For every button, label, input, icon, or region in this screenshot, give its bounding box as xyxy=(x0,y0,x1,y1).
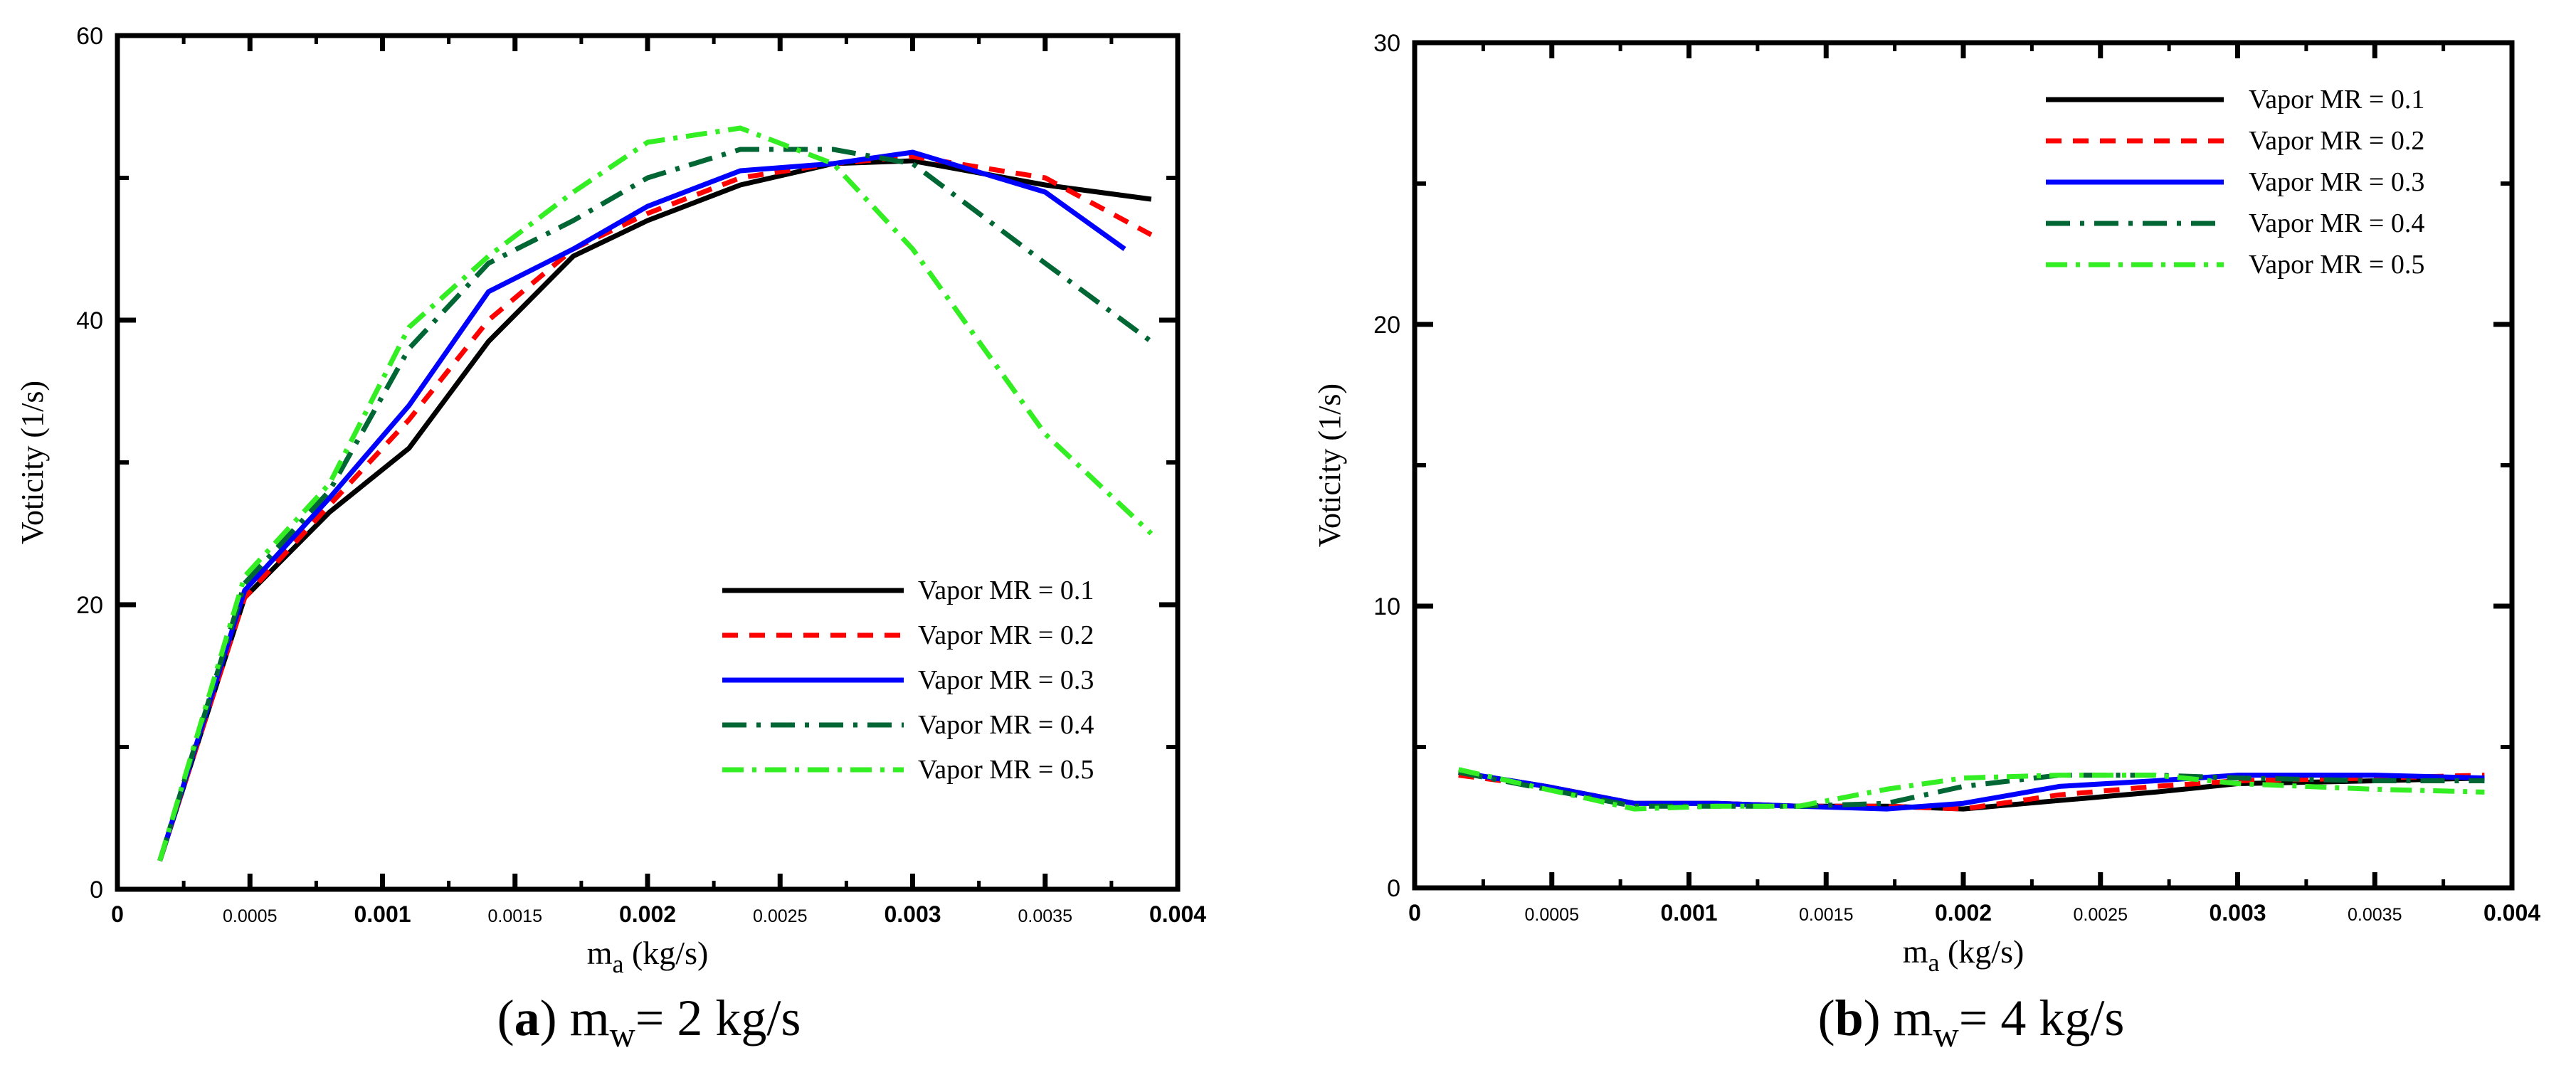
legend: Vapor MR = 0.1 Vapor MR = 0.2 Vapor MR = 0… xyxy=(722,576,1094,785)
series-line-5 xyxy=(1457,767,2485,812)
y-axis-label: Voticity (1/s) xyxy=(15,381,50,544)
x-tick-label: 0.001 xyxy=(354,901,411,927)
x-tick-label: 0 xyxy=(1408,900,1421,926)
chart-panel-b: 0 0.0005 0.001 0.0015 0.002 0.0025 0.003 0.0035… xyxy=(1312,30,2540,977)
y-tick-label: 0 xyxy=(90,876,103,904)
y-axis-label: Voticity (1/s) xyxy=(1312,383,1347,547)
legend-label-3: Vapor MR = 0.3 xyxy=(918,665,1094,695)
legend-label-1: Vapor MR = 0.1 xyxy=(918,576,1094,605)
x-axis-label: ma (kg/s) xyxy=(587,935,709,978)
x-tick-label: 0.001 xyxy=(1660,900,1717,926)
x-tick-label: 0.002 xyxy=(619,901,676,927)
legend-label-5: Vapor MR = 0.5 xyxy=(2249,250,2424,280)
legend-label-2: Vapor MR = 0.2 xyxy=(2249,126,2424,156)
legend-label-4: Vapor MR = 0.4 xyxy=(918,710,1094,740)
x-tick-label: 0.0015 xyxy=(488,906,542,926)
y-tick-label: 20 xyxy=(1373,312,1400,339)
y-tick-label: 60 xyxy=(76,23,103,50)
x-tick-label: 0.0025 xyxy=(753,906,807,926)
x-tick-label: 0.003 xyxy=(2209,900,2266,926)
x-tick-label: 0 xyxy=(111,901,124,927)
series-line-3 xyxy=(1458,770,2485,812)
x-axis-label: ma (kg/s) xyxy=(1903,933,2025,977)
series-line-2 xyxy=(157,154,1153,862)
legend-label-3: Vapor MR = 0.3 xyxy=(2249,167,2424,197)
series-line-4 xyxy=(1458,770,2485,809)
y-tick-label: 40 xyxy=(76,307,103,334)
x-tick-label: 0.0025 xyxy=(2074,905,2128,925)
y-tick-label: 10 xyxy=(1373,593,1400,620)
series-line-3 xyxy=(157,149,1126,862)
legend-label-1: Vapor MR = 0.1 xyxy=(2249,85,2424,115)
x-tick-label: 0.003 xyxy=(884,901,941,927)
legend-label-4: Vapor MR = 0.4 xyxy=(2249,208,2424,238)
x-tick-label: 0.0015 xyxy=(1799,905,1853,925)
x-tick-label: 0.0005 xyxy=(1525,905,1579,925)
series-line-1 xyxy=(157,158,1152,862)
series-line-4 xyxy=(157,147,1153,862)
x-tick-label: 0.002 xyxy=(1935,900,1992,926)
y-tick-label: 30 xyxy=(1373,30,1400,57)
captions: (a) mw= 2 kg/s (b) mw= 4 kg/s xyxy=(497,990,2125,1054)
chart-panel-a: 0 0.0005 0.001 0.0015 0.002 0.0025 0.003 0.0035… xyxy=(15,23,1206,978)
legend-label-5: Vapor MR = 0.5 xyxy=(918,755,1094,785)
x-tick-label: 0.004 xyxy=(2483,900,2540,926)
caption-a: (a) mw= 2 kg/s xyxy=(497,990,801,1054)
x-tick-label: 0.004 xyxy=(1149,901,1206,927)
y-tick-label: 20 xyxy=(76,592,103,619)
series-line-5 xyxy=(157,125,1154,862)
legend: Vapor MR = 0.1 Vapor MR = 0.2 Vapor MR = 0… xyxy=(2046,85,2424,280)
x-tick-label: 0.0035 xyxy=(1018,906,1072,926)
caption-b: (b) mw= 4 kg/s xyxy=(1818,990,2125,1054)
y-tick-label: 0 xyxy=(1387,875,1400,902)
x-tick-label: 0.0035 xyxy=(2348,905,2402,925)
legend-label-2: Vapor MR = 0.2 xyxy=(918,620,1094,650)
x-tick-label: 0.0005 xyxy=(223,906,277,926)
